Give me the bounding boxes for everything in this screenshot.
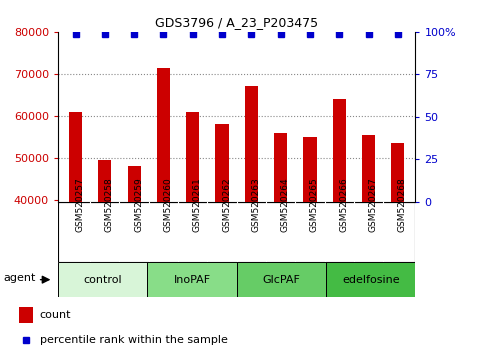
Bar — [58, 202, 415, 262]
Bar — [326, 262, 415, 297]
Bar — [391, 143, 404, 202]
Text: GSM520260: GSM520260 — [163, 177, 172, 232]
Bar — [186, 112, 199, 202]
Text: count: count — [40, 310, 71, 320]
Text: GSM520259: GSM520259 — [134, 177, 143, 232]
Bar — [215, 124, 228, 202]
Text: GSM520265: GSM520265 — [310, 177, 319, 232]
Text: GSM520258: GSM520258 — [105, 177, 114, 232]
Text: GSM520266: GSM520266 — [339, 177, 348, 232]
Bar — [19, 307, 33, 323]
Bar — [128, 166, 141, 202]
Text: control: control — [84, 275, 122, 285]
Text: agent: agent — [3, 273, 35, 283]
Text: percentile rank within the sample: percentile rank within the sample — [40, 335, 227, 344]
Text: edelfosine: edelfosine — [342, 275, 399, 285]
Bar — [274, 132, 287, 202]
Bar — [98, 160, 112, 202]
Title: GDS3796 / A_23_P203475: GDS3796 / A_23_P203475 — [155, 16, 318, 29]
Text: GSM520257: GSM520257 — [75, 177, 85, 232]
Bar — [362, 135, 375, 202]
Bar — [69, 112, 82, 202]
Bar — [303, 137, 316, 202]
Text: GSM520261: GSM520261 — [193, 177, 202, 232]
Bar — [237, 262, 326, 297]
Bar — [333, 99, 346, 202]
Bar — [58, 262, 147, 297]
Text: InoPAF: InoPAF — [173, 275, 211, 285]
Text: GSM520264: GSM520264 — [281, 177, 290, 232]
Text: GSM520267: GSM520267 — [369, 177, 378, 232]
Text: GlcPAF: GlcPAF — [262, 275, 300, 285]
Bar — [147, 262, 237, 297]
Bar — [245, 86, 258, 202]
Text: GSM520268: GSM520268 — [398, 177, 407, 232]
Bar — [157, 68, 170, 202]
Text: GSM520263: GSM520263 — [251, 177, 260, 232]
Text: GSM520262: GSM520262 — [222, 177, 231, 232]
